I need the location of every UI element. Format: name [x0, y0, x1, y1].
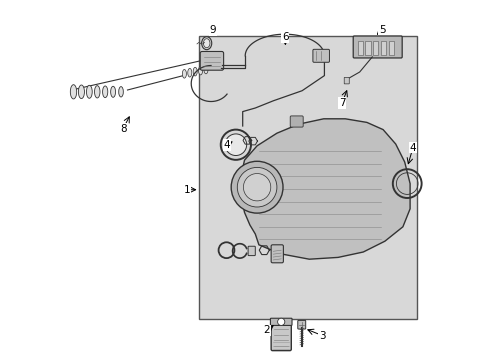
FancyBboxPatch shape — [270, 318, 291, 325]
Ellipse shape — [198, 66, 202, 75]
FancyBboxPatch shape — [199, 36, 416, 319]
Text: 9: 9 — [209, 25, 216, 35]
FancyBboxPatch shape — [312, 49, 329, 62]
PathPatch shape — [241, 119, 409, 259]
Text: 4: 4 — [409, 143, 415, 153]
FancyBboxPatch shape — [297, 320, 305, 329]
Text: 2: 2 — [263, 325, 269, 336]
FancyBboxPatch shape — [200, 51, 223, 70]
Circle shape — [237, 167, 276, 207]
Ellipse shape — [102, 86, 107, 98]
Ellipse shape — [187, 68, 191, 77]
Circle shape — [231, 161, 283, 213]
Text: 1: 1 — [183, 185, 190, 195]
Ellipse shape — [110, 86, 115, 97]
Ellipse shape — [86, 85, 92, 98]
FancyBboxPatch shape — [357, 41, 362, 55]
Ellipse shape — [201, 37, 211, 50]
Circle shape — [224, 134, 246, 156]
Ellipse shape — [193, 67, 197, 76]
Text: 5: 5 — [378, 24, 385, 35]
FancyBboxPatch shape — [344, 77, 348, 84]
Ellipse shape — [203, 39, 209, 48]
Text: 8: 8 — [120, 123, 126, 134]
Ellipse shape — [203, 65, 207, 74]
Ellipse shape — [78, 85, 84, 99]
FancyBboxPatch shape — [381, 41, 386, 55]
Ellipse shape — [70, 85, 77, 99]
FancyBboxPatch shape — [373, 41, 378, 55]
FancyBboxPatch shape — [247, 246, 255, 256]
Circle shape — [243, 174, 270, 201]
FancyBboxPatch shape — [289, 116, 303, 127]
Circle shape — [277, 318, 284, 325]
Ellipse shape — [94, 86, 100, 98]
Text: 7: 7 — [338, 98, 345, 108]
Text: 6: 6 — [281, 32, 288, 42]
FancyBboxPatch shape — [352, 36, 401, 58]
Ellipse shape — [119, 87, 123, 97]
Circle shape — [220, 130, 250, 160]
FancyBboxPatch shape — [365, 41, 370, 55]
Text: 3: 3 — [318, 330, 325, 341]
FancyBboxPatch shape — [270, 322, 291, 351]
Text: 4: 4 — [224, 140, 230, 150]
FancyBboxPatch shape — [388, 41, 393, 55]
FancyBboxPatch shape — [270, 245, 283, 263]
Ellipse shape — [182, 69, 186, 78]
